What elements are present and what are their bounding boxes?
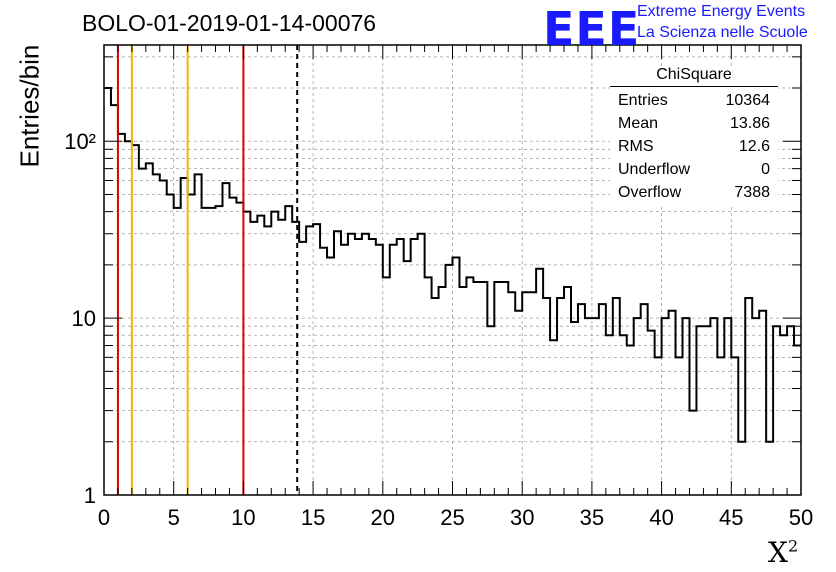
stats-value: 13.86 [729, 115, 770, 132]
stats-label: RMS [618, 138, 654, 155]
stats-value: 12.6 [738, 138, 770, 155]
stats-label: Underflow [618, 161, 691, 178]
histogram-step-line [104, 86, 801, 443]
histogram-layer [104, 86, 801, 443]
stats-value: 10364 [725, 92, 771, 109]
stats-row-underflow: Underflow 0 [610, 158, 778, 181]
x-tick-label: 35 [580, 505, 604, 530]
x-tick-label: 15 [301, 505, 325, 530]
x-tick-label: 10 [231, 505, 255, 530]
eee-logo: EEE [543, 2, 641, 56]
x-tick-label: 0 [98, 505, 110, 530]
axis-layer: 0 5 10 15 20 25 30 35 40 45 50 1 10 10² [64, 45, 813, 530]
y-axis-label: Entries/bin [14, 44, 45, 168]
stats-label: Entries [618, 92, 668, 109]
stats-row-overflow: Overflow 7388 [610, 181, 778, 204]
y-tick-label: 10 [72, 306, 96, 331]
vertical-lines-layer [116, 45, 299, 495]
brand-line-2: La Scienza nelle Scuole [637, 24, 808, 41]
brand-line-1: Extreme Energy Events [637, 3, 806, 20]
stats-box-name: ChiSquare [610, 66, 778, 87]
y-tick-label: 10² [64, 129, 96, 154]
x-tick-label: 20 [371, 505, 395, 530]
x-tick-label: 50 [789, 505, 813, 530]
x-tick-label: 25 [440, 505, 464, 530]
stats-value: 0 [761, 161, 770, 178]
y-tick-label: 1 [84, 483, 96, 508]
x-tick-label: 5 [168, 505, 180, 530]
grid-layer [104, 45, 801, 495]
stats-label: Mean [618, 115, 659, 132]
x-tick-label: 30 [510, 505, 534, 530]
x-axis-label: X2 [768, 536, 799, 569]
x-tick-label: 40 [649, 505, 673, 530]
stats-row-mean: Mean 13.86 [610, 112, 778, 135]
stats-row-entries: Entries 10364 [610, 89, 778, 112]
x-tick-label: 45 [719, 505, 743, 530]
stats-box: ChiSquare Entries 10364 Mean 13.86 RMS 12.6… [610, 66, 778, 204]
stats-value: 7388 [734, 184, 770, 201]
stats-label: Overflow [618, 184, 682, 201]
stats-row-rms: RMS 12.6 [610, 135, 778, 158]
chart-title: BOLO-01-2019-01-14-00076 [82, 10, 377, 36]
